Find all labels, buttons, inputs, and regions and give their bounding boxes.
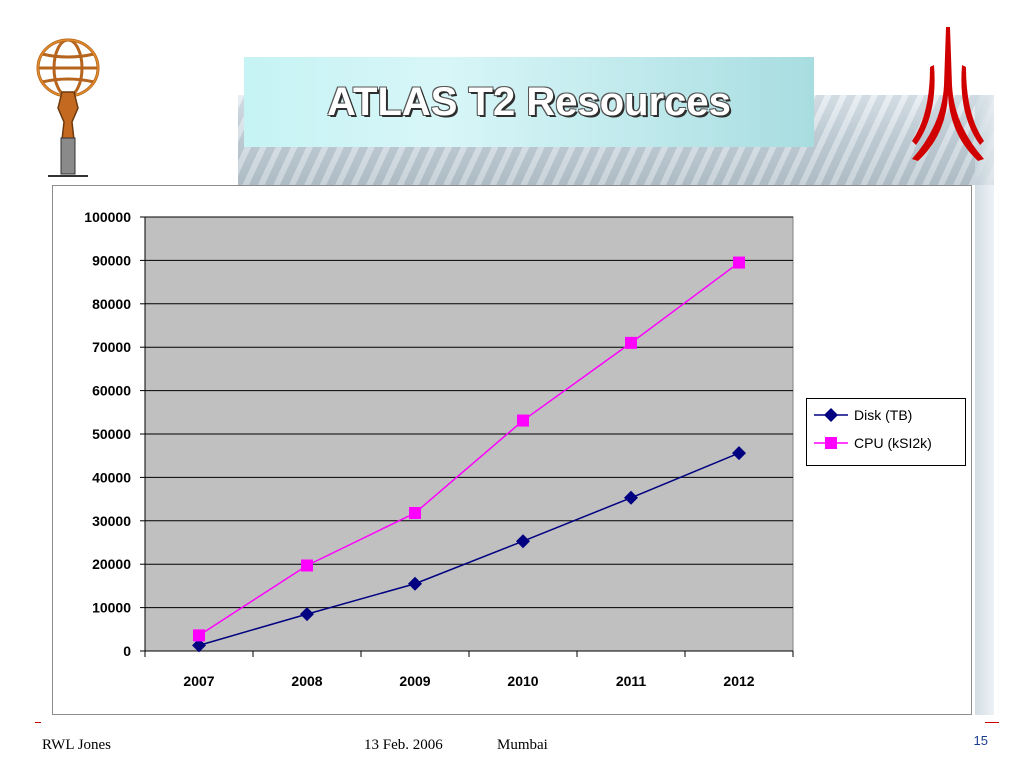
footer-rule-right [985, 722, 999, 723]
data-point-disk [192, 638, 206, 653]
chart-legend [806, 398, 966, 466]
side-background-image [975, 95, 994, 715]
data-point-disk [732, 446, 746, 461]
y-tick-label: 10000 [92, 600, 131, 616]
footer-rule-left [35, 722, 41, 723]
slide-title: ATLAS T2 Resources [327, 79, 731, 124]
series-line-disk [198, 452, 740, 647]
y-tick-label: 50000 [92, 426, 131, 442]
y-tick-label: 0 [123, 643, 131, 659]
legend-marker [825, 437, 837, 449]
y-tick-label: 70000 [92, 339, 131, 355]
data-point-cpu [625, 336, 637, 349]
x-tick-label: 2009 [399, 673, 430, 689]
footer-date: 13 Feb. 2006 [364, 737, 443, 753]
legend-marker [824, 408, 838, 422]
footer-author: RWL Jones [42, 737, 112, 753]
data-point-disk [408, 576, 422, 591]
y-tick-label: 100000 [84, 209, 131, 225]
data-point-disk [300, 607, 314, 622]
data-point-cpu [409, 506, 421, 519]
y-tick-label: 40000 [92, 469, 131, 485]
legend-label: CPU (kSI2k) [854, 435, 932, 451]
data-point-disk [624, 490, 638, 505]
data-point-cpu [517, 414, 529, 427]
y-tick-label: 60000 [92, 383, 131, 399]
x-tick-label: 2011 [616, 673, 647, 689]
y-tick-label: 80000 [92, 296, 131, 312]
atlas-logo-icon [36, 38, 100, 177]
slide-title-box: ATLAS T2 Resources [244, 57, 814, 147]
page-number: 15 [973, 733, 988, 748]
x-tick-label: 2012 [723, 673, 754, 689]
legend-entries: Disk (TB) CPU (kSI2k) [814, 407, 932, 451]
data-point-disk [516, 534, 530, 549]
x-tick-label: 2007 [183, 673, 214, 689]
data-point-cpu [193, 629, 205, 642]
series-line-cpu [198, 261, 740, 637]
footer-location: Mumbai [497, 737, 548, 753]
y-tick-label: 20000 [92, 556, 131, 572]
red-emblem-icon [912, 27, 984, 161]
x-tick-label: 2010 [507, 673, 538, 689]
x-tick-label: 2008 [291, 673, 322, 689]
y-tick-label: 90000 [92, 252, 131, 268]
data-point-cpu [301, 559, 313, 572]
data-point-cpu [733, 256, 745, 269]
y-tick-label: 30000 [92, 513, 131, 529]
legend-label: Disk (TB) [854, 407, 912, 423]
